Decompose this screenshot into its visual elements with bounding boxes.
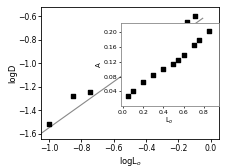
Point bbox=[144, 48, 147, 50]
Point bbox=[161, 68, 164, 71]
Point bbox=[160, 36, 163, 39]
Point bbox=[71, 95, 75, 97]
Point bbox=[126, 95, 129, 97]
Point bbox=[131, 89, 134, 92]
Point bbox=[176, 26, 180, 29]
X-axis label: logL$_o$: logL$_o$ bbox=[118, 155, 141, 166]
X-axis label: L$_o$: L$_o$ bbox=[165, 116, 173, 126]
Point bbox=[184, 21, 188, 23]
Point bbox=[87, 91, 91, 94]
Point bbox=[181, 53, 185, 56]
Point bbox=[171, 62, 175, 65]
Point bbox=[191, 44, 195, 47]
Y-axis label: A: A bbox=[96, 62, 102, 67]
Point bbox=[128, 65, 131, 68]
Point bbox=[47, 123, 51, 125]
Point bbox=[192, 15, 196, 17]
Point bbox=[141, 81, 144, 84]
Y-axis label: logD: logD bbox=[8, 63, 17, 83]
Point bbox=[206, 29, 210, 32]
Point bbox=[151, 74, 154, 76]
Point bbox=[196, 39, 200, 41]
Point bbox=[176, 59, 180, 61]
